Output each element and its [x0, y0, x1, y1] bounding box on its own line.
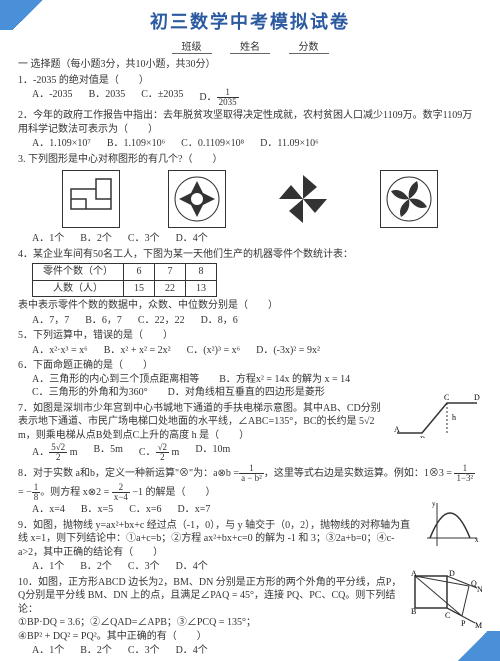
q10-diagram: ADBCPQMN — [407, 568, 482, 636]
q8-c: C．x=6 — [129, 503, 161, 517]
q2-c: C．0.1109×10⁸ — [181, 137, 244, 151]
class-field: 班级 — [172, 38, 212, 54]
q7-b: B．5m — [93, 443, 122, 462]
q1-a: A．-2035 — [32, 88, 73, 107]
q7-d: D．10m — [195, 443, 230, 462]
q4-sub: 表中表示零件个数的数据中，众数、中位数分别是（ ） — [18, 299, 482, 313]
q5-b: B．x² + x² = 2x² — [104, 344, 171, 358]
q3-c: C．3个 — [128, 232, 160, 246]
th1: 零件个数（个） — [33, 264, 124, 281]
c2: 7 — [155, 264, 186, 281]
q5-c: C．(x²)³ = x⁶ — [187, 344, 240, 358]
meta-row: 班级 姓名 分数 — [0, 38, 500, 54]
fig-3 — [274, 170, 332, 228]
q6-a: A．三角形的内心到三个顶点距离相等 — [32, 373, 199, 387]
fig-1 — [62, 170, 120, 228]
q9-a: A．1个 — [32, 560, 64, 574]
q3-b: B．2个 — [80, 232, 112, 246]
r3: 13 — [186, 280, 217, 297]
q4-opts: A．7，7 B．6，7 C．22，22 D．8，6 — [32, 314, 482, 328]
svg-text:B: B — [411, 607, 416, 616]
section-1-header: 一 选择题（每小题3分，共10小题，共30分） — [18, 58, 482, 72]
q1-d: D．12035 — [199, 88, 238, 107]
svg-text:h: h — [452, 413, 456, 422]
q10-c: C．3个 — [128, 644, 160, 658]
q4: 4．某企业车间有50名工人，下图为某一天他们生产的机器零件个数统计表： — [18, 248, 482, 262]
q2-d: D．11.09×10⁶ — [260, 137, 318, 151]
q5: 5．下列运算中，错误的是（ ） — [18, 329, 482, 343]
q8-a: A．x=4 — [32, 503, 65, 517]
q6-d: D．对角线相互垂直的四边形是菱形 — [168, 386, 325, 400]
q7-diagram: A B C Dh — [392, 388, 482, 438]
q1-opts: A．-2035 B．2035 C．±2035 D．12035 — [32, 88, 482, 107]
q1-b: B．2035 — [89, 88, 126, 107]
svg-text:N: N — [477, 585, 482, 594]
q10-a: A．1个 — [32, 644, 64, 658]
q8: 8．对于实数 a和b，定义一种新运算"⊗"为：a⊗b =1a − b²，这里等式… — [18, 464, 482, 502]
q2: 2．今年的政府工作报告中指出：去年脱贫攻坚取得决定性成就，农村贫困人口减少110… — [18, 109, 482, 136]
q10-b: B．2个 — [80, 644, 112, 658]
q3-figures — [18, 170, 482, 228]
q10-opts: A．1个 B．2个 C．3个 D．4个 — [32, 644, 482, 658]
exam-title: 初三数学中考模拟试卷 — [0, 8, 500, 34]
c1: 6 — [124, 264, 155, 281]
svg-text:C: C — [444, 393, 449, 402]
q3-a: A．1个 — [32, 232, 64, 246]
fig-4 — [380, 170, 438, 228]
q5-d: D．(-3x)² = 9x² — [256, 344, 320, 358]
q9: 9．如图，抛物线 y=ax²+bx+c 经过点（-1，0），与 y 轴交于（0，… — [18, 519, 482, 560]
q4-c: C．22，22 — [138, 314, 185, 328]
q9-c: C．3个 — [128, 560, 160, 574]
q3-opts: A．1个 B．2个 C．3个 D．4个 — [32, 232, 482, 246]
q8-d: D．x=7 — [178, 503, 211, 517]
svg-text:D: D — [474, 393, 480, 402]
svg-text:P: P — [461, 619, 466, 628]
svg-text:M: M — [475, 621, 482, 630]
score-field: 分数 — [289, 38, 329, 54]
q4-a: A．7，7 — [32, 314, 69, 328]
q1: 1．-2035 的绝对值是（ ） — [18, 74, 482, 88]
q4-d: D．8，6 — [201, 314, 238, 328]
q1-c: C．±2035 — [141, 88, 183, 107]
svg-text:x: x — [475, 536, 479, 544]
q2-opts: A．1.109×10⁷ B．1.109×10⁶ C．0.1109×10⁸ D．1… — [32, 137, 482, 151]
q3-d: D．4个 — [176, 232, 208, 246]
q8-b: B．x=5 — [81, 503, 113, 517]
q6-b: B．方程x² = 14x 的解为 x = 14 — [219, 373, 350, 387]
q9-d: D．4个 — [176, 560, 208, 574]
q3: 3. 下列图形是中心对称图形的有几个?（ ） — [18, 153, 482, 167]
th2: 人数（人） — [33, 280, 124, 297]
q4-b: B．6，7 — [85, 314, 122, 328]
q2-a: A．1.109×10⁷ — [32, 137, 91, 151]
q6: 6．下面命题正确的是（ ） — [18, 359, 482, 373]
svg-text:C: C — [445, 611, 450, 620]
fig-2 — [168, 170, 226, 228]
q9-diagram: xy — [422, 498, 482, 548]
c3: 8 — [186, 264, 217, 281]
svg-text:D: D — [449, 569, 455, 578]
q5-opts: A．x²·x³ = x⁶ B．x² + x² = 2x² C．(x²)³ = x… — [32, 344, 482, 358]
q7-c: C．√22 m — [139, 443, 179, 462]
r2: 22 — [155, 280, 186, 297]
svg-text:y: y — [432, 500, 436, 508]
svg-text:A: A — [394, 425, 400, 434]
q9-b: B．2个 — [80, 560, 112, 574]
q2-b: B．1.109×10⁶ — [107, 137, 165, 151]
svg-text:A: A — [411, 569, 417, 578]
svg-text:B: B — [420, 435, 425, 438]
q4-table: 零件个数（个）678 人数（人）152213 — [32, 263, 217, 297]
q5-a: A．x²·x³ = x⁶ — [32, 344, 88, 358]
q10-d: D．4个 — [176, 644, 208, 658]
r1: 15 — [124, 280, 155, 297]
q8-opts: A．x=4 B．x=5 C．x=6 D．x=7 — [32, 503, 482, 517]
q6-c: C．三角形的外角和为360° — [32, 386, 148, 400]
name-field: 姓名 — [230, 38, 270, 54]
q7-opts: A．5√22 m B．5m C．√22 m D．10m — [32, 443, 482, 462]
q7-a: A．5√22 m — [32, 443, 77, 462]
